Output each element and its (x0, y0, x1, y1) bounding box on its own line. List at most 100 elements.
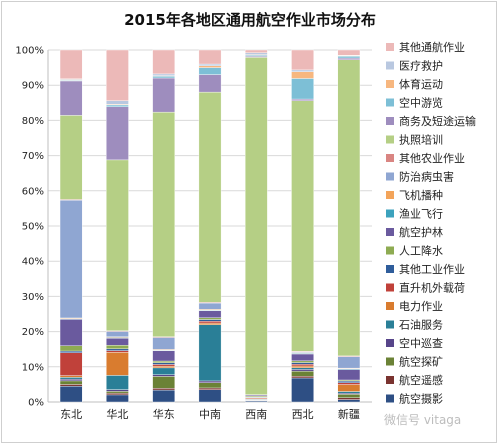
bar-segment (106, 352, 129, 376)
bar-segment (152, 376, 176, 389)
y-axis: 0% 10% 20% 30% 40% 50% 60% 70% 80% 90% 100% (15, 46, 372, 409)
legend-swatch (386, 191, 394, 199)
bar-segment (198, 63, 222, 66)
bar-segment (106, 391, 129, 394)
bar-segment (337, 57, 361, 60)
legend-label: 防治病虫害 (399, 170, 454, 184)
bar-segment (291, 69, 314, 72)
legend-swatch (386, 98, 394, 107)
bar-segment (291, 353, 314, 362)
bar-segment (291, 49, 314, 71)
bar-segment (106, 375, 129, 390)
bar-segment (337, 382, 361, 385)
legend-label: 商务及短途运输 (399, 114, 476, 128)
bar-segment (152, 364, 176, 367)
legend-swatch (386, 61, 394, 70)
bar-segment (59, 385, 83, 403)
x-tick-label: 西南 (245, 408, 267, 421)
bar-segment (152, 388, 176, 391)
bar-segment (106, 350, 129, 353)
bar-segment (291, 377, 314, 403)
bar-segment (291, 367, 314, 370)
bar-segment (106, 337, 129, 346)
legend-swatch (386, 265, 394, 273)
bar-segment (106, 49, 129, 101)
legend-label: 执照培训 (399, 133, 443, 147)
bar-segment (198, 387, 222, 390)
bar-segment (59, 380, 83, 385)
legend-swatch (386, 339, 394, 347)
x-tick-label: 华北 (106, 407, 128, 421)
bar-segment (106, 392, 129, 396)
bar-segment (291, 364, 314, 367)
legend-swatch (386, 154, 394, 162)
bar-segment (106, 100, 129, 105)
bar-segment (106, 106, 129, 161)
x-tick-label: 华东 (153, 407, 175, 421)
bar-segment (291, 369, 314, 372)
y-tick-label: 70% (22, 151, 44, 162)
y-tick-label: 30% (22, 292, 44, 303)
legend-label: 石油服务 (399, 318, 443, 332)
bar-segment (291, 360, 314, 363)
y-tick-label: 80% (22, 116, 44, 127)
bar-segment (152, 76, 176, 79)
bar-segment (198, 310, 222, 318)
bar-segment (59, 345, 83, 352)
y-tick-label: 100% (15, 46, 44, 57)
bar-segment (291, 71, 314, 79)
legend-label: 航空遥感 (399, 373, 443, 387)
bar-segment (198, 49, 222, 65)
bar-segment (198, 324, 222, 382)
bar-segment (198, 317, 222, 320)
legend-label: 渔业飞行 (399, 208, 443, 221)
bar-segment (59, 350, 83, 353)
bar-segment (59, 384, 83, 387)
bar-segment (244, 49, 268, 54)
bar-segment (59, 319, 83, 346)
bar-segment (337, 394, 361, 399)
legend-label: 体育运动 (399, 77, 443, 91)
bar-segment (198, 382, 222, 389)
x-tick-label: 中南 (199, 408, 221, 421)
bar-segment (198, 65, 222, 68)
bar-segment (59, 49, 83, 80)
y-tick-label: 50% (22, 222, 44, 233)
legend-label: 航空摄影 (399, 392, 443, 406)
bar-segment (59, 80, 83, 116)
legend-swatch (386, 80, 394, 88)
bar-segment (152, 374, 176, 377)
bar-segment (198, 319, 222, 322)
bar-segment (337, 369, 361, 381)
y-tick-label: 10% (22, 362, 44, 373)
bar-segment (198, 91, 222, 303)
legend-label: 空中巡查 (399, 336, 443, 350)
bar-segment (198, 321, 222, 324)
legend-label: 其他通航作业 (399, 40, 465, 54)
bar-segment (152, 49, 176, 75)
chart-title: 2015年各地区通用航空作业市场分布 (124, 11, 376, 29)
legend-swatch (386, 302, 394, 310)
y-tick-label: 40% (22, 257, 44, 268)
watermark-text: 微信号 vitaga (384, 413, 461, 427)
bar-segment (152, 389, 176, 403)
legend-label: 电力作业 (399, 300, 443, 313)
legend-label: 航空探矿 (399, 355, 443, 369)
bar-segment (59, 199, 83, 319)
bar-segment (337, 56, 361, 59)
x-axis: 东北 华北 华东 中南 西南 西北 新疆 (60, 407, 360, 421)
bar-segment (152, 77, 176, 113)
bar-segment (337, 49, 361, 56)
bar-segment (198, 380, 222, 383)
bar-segment (198, 67, 222, 75)
bar-segment (106, 348, 129, 351)
bar-segment (106, 104, 129, 107)
legend-swatch (386, 376, 394, 384)
bar-segment (337, 384, 361, 392)
legend-label: 其他农业作业 (399, 151, 465, 165)
bar-segment (106, 159, 129, 331)
y-tick-label: 60% (22, 186, 44, 197)
bar-segment (291, 362, 314, 365)
